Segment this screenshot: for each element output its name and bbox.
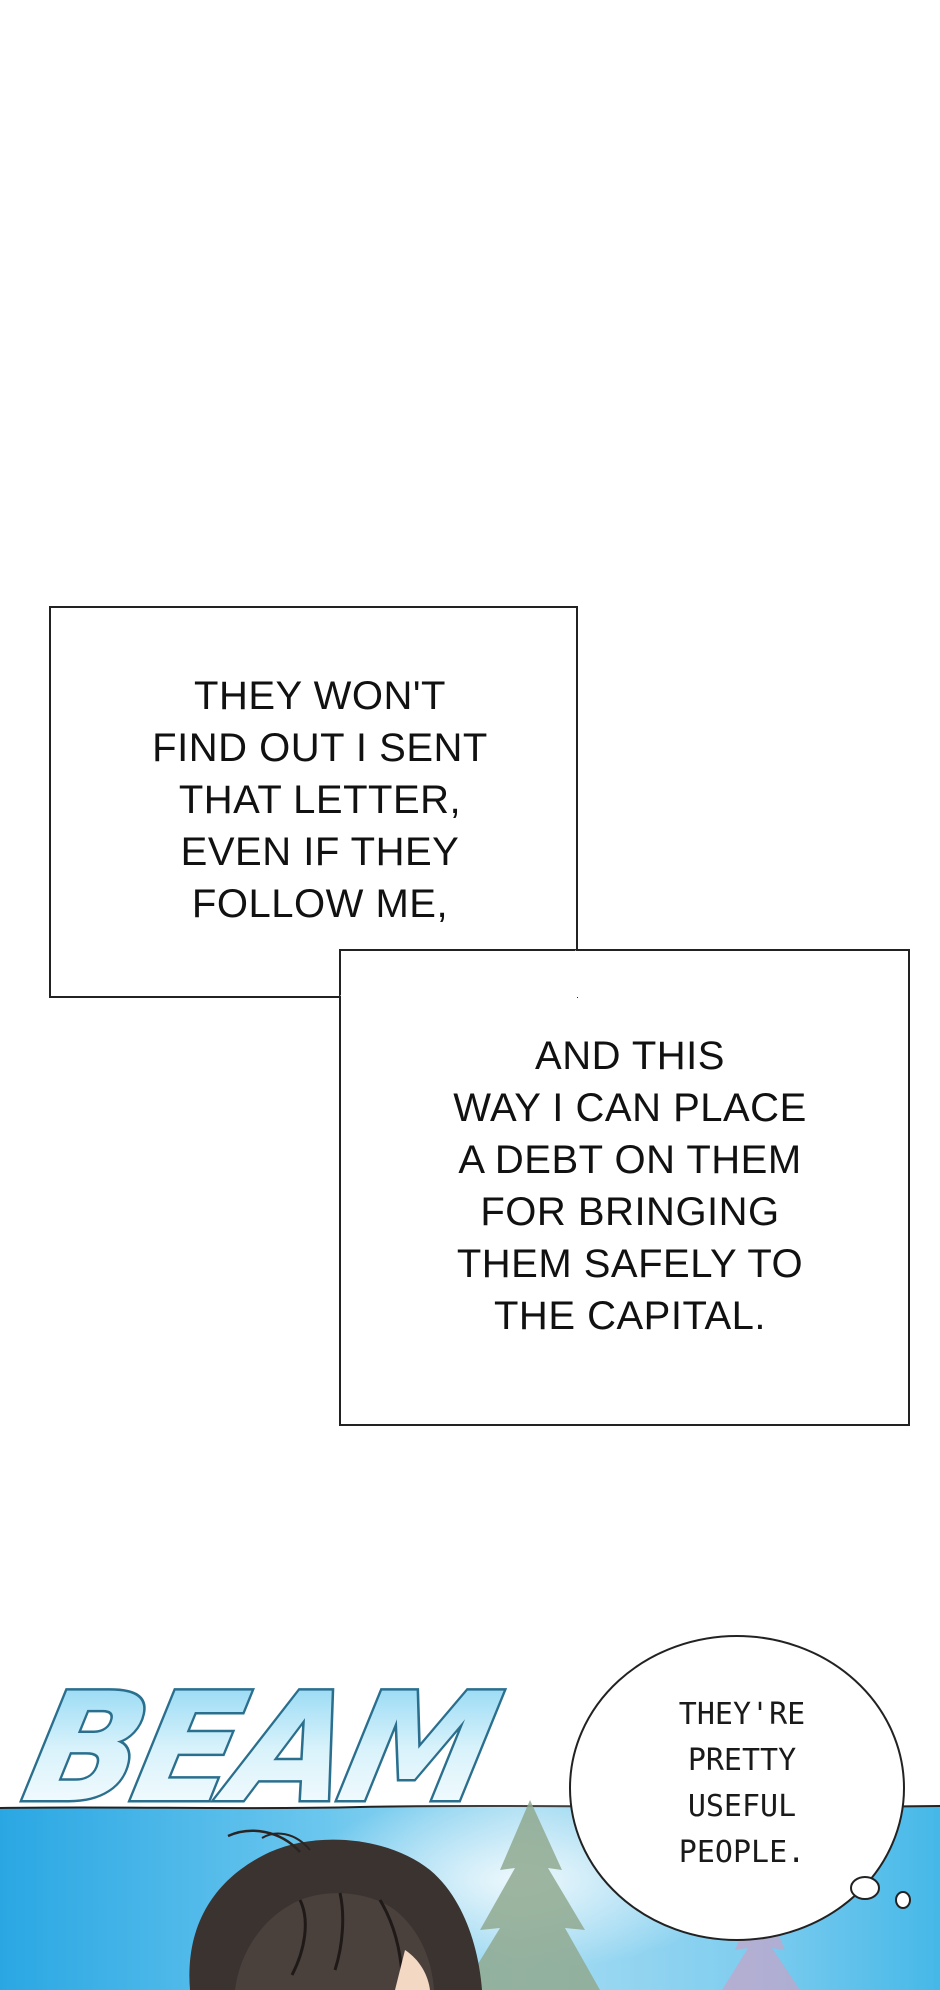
caption-1-line: THEY WON'T	[194, 674, 446, 718]
caption-2-line: THEM SAFELY TO	[456, 1242, 804, 1286]
caption-1-line: THAT LETTER,	[178, 778, 462, 822]
thought-bubble-text: THEY'RE PRETTY USEFUL PEOPLE.	[622, 1692, 862, 1876]
caption-1: THEY WON'T FIND OUT I SENT THAT LETTER, …	[100, 670, 540, 930]
caption-2: AND THIS WAY I CAN PLACE A DEBT ON THEM …	[410, 1030, 850, 1342]
pine-tree-illustration	[462, 1800, 600, 1990]
thought-line: THEY'RE	[678, 1697, 806, 1732]
caption-2-line: THE CAPITAL.	[494, 1294, 766, 1338]
caption-2-line: WAY I CAN PLACE	[453, 1086, 807, 1130]
caption-1-line: FOLLOW ME,	[191, 882, 449, 926]
pink-tree-illustration	[722, 1890, 800, 1990]
thought-line: PRETTY	[687, 1743, 797, 1778]
thought-bubble	[569, 1635, 911, 1941]
sound-effect-text: BEAM	[12, 1661, 510, 1836]
caption-box-2	[50, 607, 910, 1426]
caption-2-line: AND THIS	[535, 1034, 725, 1078]
thought-line: PEOPLE.	[678, 1835, 806, 1870]
caption-2-line: FOR BRINGING	[480, 1190, 780, 1234]
sound-effect-beam: BEAM	[9, 1658, 512, 1838]
caption-1-line: EVEN IF THEY	[180, 830, 460, 874]
thought-line: USEFUL	[687, 1789, 797, 1824]
character-head-illustration	[189, 1829, 482, 1990]
caption-1-line: FIND OUT I SENT	[152, 726, 488, 770]
caption-2-line: A DEBT ON THEM	[458, 1138, 802, 1182]
